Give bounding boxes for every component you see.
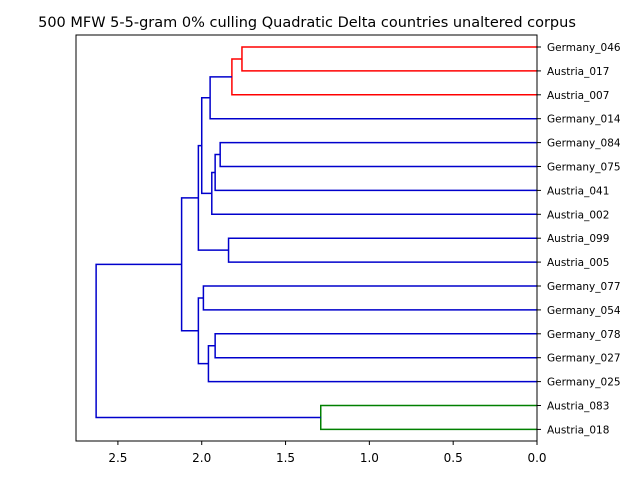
x-axis: 2.5 2.0 1.5 1.0 0.5 0.0 — [108, 441, 547, 465]
leaf-label: Austria_017 — [547, 66, 609, 78]
leaf-label: Austria_083 — [547, 401, 609, 413]
leaf-label: Austria_041 — [547, 185, 609, 197]
leaf-label: Austria_007 — [547, 90, 609, 102]
x-tick-label: 2.0 — [192, 451, 211, 465]
x-tick-label: 2.5 — [108, 451, 127, 465]
leaf-labels: Germany_046 Austria_017 Austria_007 Germany… — [537, 42, 621, 436]
dendrogram-link-m16 — [95, 263, 321, 419]
leaf-label: Germany_075 — [547, 162, 621, 174]
leaf-label: Austria_099 — [547, 233, 609, 245]
leaf-label: Austria_002 — [547, 209, 609, 221]
dendrogram-links — [95, 46, 537, 431]
x-tick-label: 1.0 — [360, 451, 379, 465]
x-tick-label: 0.5 — [444, 451, 463, 465]
x-tick-label: 0.0 — [527, 451, 546, 465]
chart-title: 500 MFW 5-5-gram 0% culling Quadratic De… — [38, 15, 576, 31]
leaf-label: Germany_025 — [547, 377, 621, 389]
leaf-label: Germany_054 — [547, 305, 621, 317]
leaf-label: Germany_084 — [547, 138, 621, 150]
leaf-label: Germany_014 — [547, 114, 621, 126]
leaf-label: Germany_046 — [547, 42, 621, 54]
x-tick-label: 1.5 — [276, 451, 295, 465]
leaf-label: Germany_078 — [547, 329, 621, 341]
leaf-label: Austria_005 — [547, 257, 609, 269]
leaf-label: Germany_077 — [547, 281, 621, 293]
leaf-label: Austria_018 — [547, 424, 609, 436]
leaf-label: Germany_027 — [547, 353, 621, 365]
